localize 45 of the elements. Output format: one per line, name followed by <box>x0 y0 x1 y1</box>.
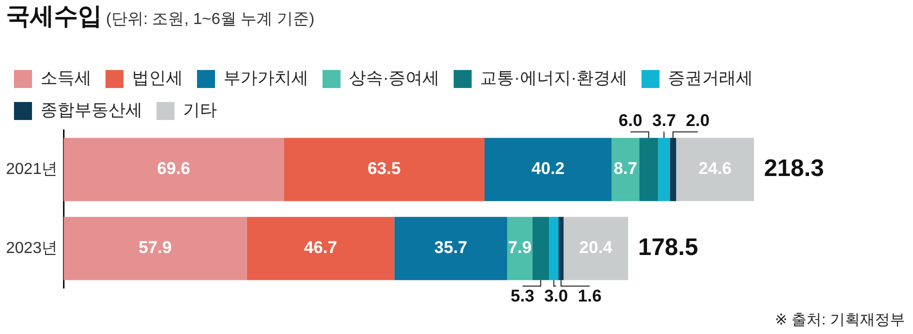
bar <box>558 216 564 280</box>
data-label: 1.6 <box>578 286 602 306</box>
bar <box>284 138 485 202</box>
data-label: 69.6 <box>157 159 190 178</box>
total-label: 178.5 <box>638 234 698 262</box>
bar <box>532 216 550 280</box>
bar <box>549 216 559 280</box>
legend-label: 법인세 <box>132 68 183 88</box>
bar <box>64 138 284 202</box>
legend-label: 상속·증여세 <box>349 68 440 88</box>
chart-title: 국세수입 <box>6 3 102 30</box>
data-label: 7.9 <box>508 238 532 258</box>
data-label: 57.9 <box>138 238 172 258</box>
legend-label: 부가가치세 <box>224 68 308 88</box>
data-label: 63.5 <box>368 159 401 178</box>
data-label: 35.7 <box>434 238 468 258</box>
bar <box>612 138 640 202</box>
legend-label: 교통·에너지·환경세 <box>480 68 628 88</box>
data-label: 40.2 <box>532 159 565 178</box>
bar <box>658 138 670 202</box>
y-tick-label: 2023년 <box>6 240 58 257</box>
data-label: 2.0 <box>686 111 710 130</box>
bar <box>564 216 628 280</box>
chart-subtitle: (단위: 조원, 1~6월 누계 기준) <box>106 11 314 28</box>
bar <box>394 216 508 280</box>
bar <box>670 138 676 202</box>
bar <box>676 138 754 202</box>
legend-label: 소득세 <box>40 68 92 88</box>
bar <box>507 216 532 280</box>
data-label: 46.7 <box>304 238 338 258</box>
data-label: 3.7 <box>652 111 676 130</box>
bar <box>639 138 658 202</box>
legend-label: 증권거래세 <box>668 68 753 88</box>
data-label: 5.3 <box>510 286 534 306</box>
bar <box>484 138 612 202</box>
text: ※ 출처: 기획재정부 <box>774 312 905 329</box>
bar <box>246 216 394 280</box>
legend-label: 기타 <box>183 100 217 120</box>
y-tick-label: 2021년 <box>6 160 58 178</box>
data-label: 3.0 <box>544 286 568 306</box>
data-label: 8.7 <box>614 159 638 178</box>
data-label: 6.0 <box>618 111 642 130</box>
bar <box>64 216 247 280</box>
legend-label: 종합부동산세 <box>40 100 142 120</box>
total-label: 218.3 <box>764 155 824 182</box>
